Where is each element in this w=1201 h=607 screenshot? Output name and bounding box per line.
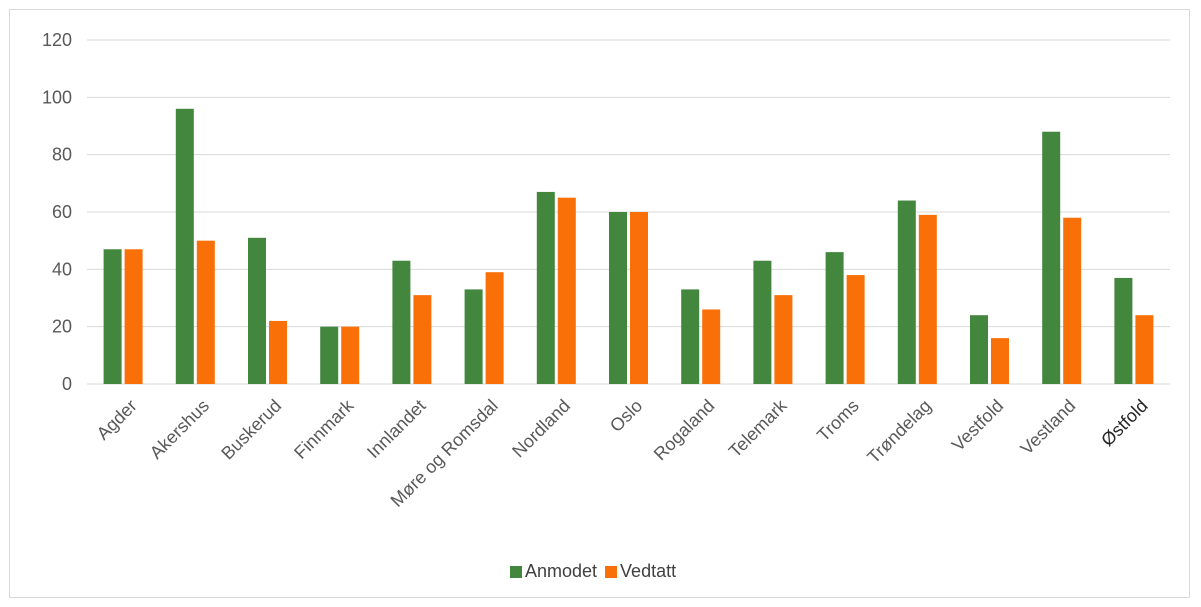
gridlines [87, 39, 1170, 385]
x-category-label: Vestland [1016, 396, 1079, 459]
y-axis-ticks: 0 20 40 60 80 100 120 [42, 30, 72, 394]
y-tick-label: 60 [52, 202, 72, 222]
x-category-label: Finnmark [290, 395, 358, 463]
bar-vedtatt-oslo [630, 212, 648, 384]
legend-swatch-anmodet [510, 566, 522, 578]
x-category-label: Agder [93, 396, 141, 444]
x-axis-labels: Agder Akershus Buskerud Finnmark InnlandetMø… [93, 395, 1152, 511]
bar-anmodet-vestfold [970, 315, 988, 384]
legend-swatch-vedtatt [605, 566, 618, 578]
x-category-label: Rogaland [650, 396, 719, 465]
bar-vedtatt-innlandet [413, 295, 432, 384]
bar-vedtatt-finnmark [341, 326, 360, 384]
bar-vedtatt-akershus [196, 240, 215, 384]
bar-vedtatt-rogaland [702, 309, 721, 384]
bar-anmodet-buskerud [248, 237, 266, 384]
bar-anmodet-østfold [1114, 277, 1133, 384]
x-category-label: Buskerud [217, 396, 285, 464]
y-tick-label: 20 [52, 317, 72, 337]
bar-vedtatt-vestfold [991, 338, 1009, 384]
y-tick-label: 100 [42, 87, 72, 107]
x-category-label: Trøndelag [863, 396, 935, 468]
bar-anmodet-vestland [1042, 131, 1061, 384]
bar-anmodet-innlandet [392, 260, 411, 384]
y-tick-label: 80 [52, 145, 72, 165]
x-category-label: Innlandet [363, 396, 430, 463]
bar-vedtatt-møre-og-romsdal [485, 272, 504, 384]
bar-anmodet-telemark [753, 260, 772, 384]
bar-anmodet-nordland [536, 191, 555, 384]
bar-vedtatt-agder [124, 249, 143, 384]
bar-anmodet-agder [103, 249, 122, 384]
y-tick-label: 40 [52, 259, 72, 279]
bar-anmodet-trøndelag [897, 200, 916, 384]
legend-label-anmodet: Anmodet [525, 561, 597, 581]
bar-vedtatt-trøndelag [918, 214, 937, 384]
bar-vedtatt-telemark [774, 295, 793, 384]
bar-anmodet-oslo [609, 212, 627, 384]
bars [103, 108, 1154, 385]
bar-anmodet-troms [825, 252, 844, 384]
x-category-label: Oslo [606, 396, 646, 436]
bar-vedtatt-nordland [557, 197, 576, 384]
x-category-label: Troms [813, 396, 863, 446]
bar-anmodet-møre-og-romsdal [464, 289, 483, 384]
bar-vedtatt-østfold [1135, 315, 1154, 384]
x-category-label: Akershus [146, 396, 213, 463]
bar-anmodet-akershus [175, 108, 194, 385]
x-category-label: Vestfold [948, 396, 1007, 455]
y-tick-label: 120 [42, 30, 72, 50]
legend-label-vedtatt: Vedtatt [620, 561, 676, 581]
bar-vedtatt-troms [846, 275, 865, 384]
bar-anmodet-finnmark [320, 326, 339, 384]
x-category-label: Telemark [725, 395, 791, 461]
x-category-label: Nordland [508, 396, 574, 462]
bar-vedtatt-buskerud [269, 320, 287, 384]
legend: Anmodet Vedtatt [510, 561, 676, 581]
x-category-label: Østfold [1097, 396, 1151, 450]
bar-vedtatt-vestland [1063, 217, 1082, 384]
y-tick-label: 0 [62, 374, 72, 394]
bar-anmodet-rogaland [681, 289, 700, 384]
